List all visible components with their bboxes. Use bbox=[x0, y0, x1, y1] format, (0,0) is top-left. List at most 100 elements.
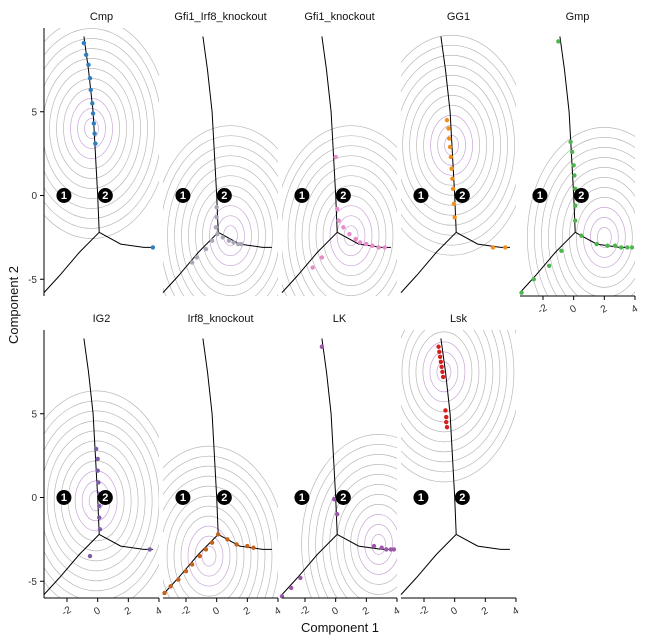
cell-point bbox=[450, 176, 455, 181]
density-contours bbox=[527, 127, 635, 296]
contour-line bbox=[322, 195, 380, 277]
x-tick-label: -2 bbox=[179, 604, 193, 618]
cell-point bbox=[443, 408, 448, 413]
contour-line bbox=[282, 135, 397, 296]
contour-line bbox=[163, 475, 266, 598]
contour-line bbox=[589, 217, 619, 258]
cell-point bbox=[571, 163, 576, 168]
contour-line bbox=[315, 185, 387, 287]
panels-layer: Cmp 1 2 Gfi1_Irf8_knockout 1 2 Gfi1_knockout 1 2… bbox=[43, 11, 635, 599]
cell-point bbox=[87, 76, 93, 81]
trajectory-branch bbox=[400, 534, 457, 595]
branch-point-marker bbox=[97, 490, 113, 505]
cell-point bbox=[619, 245, 624, 250]
panel-title: Gfi1_Irf8_knockout bbox=[174, 11, 266, 23]
cell-point bbox=[319, 255, 325, 260]
x-tick-label: -2 bbox=[417, 604, 431, 618]
contour-line bbox=[401, 34, 516, 256]
cell-point bbox=[81, 40, 87, 46]
x-tick-label: 0 bbox=[92, 605, 103, 618]
cell-point bbox=[629, 245, 635, 250]
contour-line bbox=[429, 351, 459, 393]
cell-point bbox=[444, 117, 450, 123]
contour-line bbox=[70, 98, 113, 159]
contour-line bbox=[195, 185, 266, 287]
contour-line bbox=[575, 197, 633, 278]
cell-point bbox=[279, 594, 285, 599]
x-tick-label: 2 bbox=[361, 605, 372, 618]
cell-point bbox=[605, 243, 610, 248]
cell-point bbox=[376, 245, 381, 250]
cell-point bbox=[573, 203, 578, 208]
panel-title: Lsk bbox=[450, 313, 468, 325]
facet-panel: Lsk 1 2 bbox=[400, 313, 516, 595]
cell-point bbox=[213, 225, 219, 230]
cell-point bbox=[189, 260, 195, 265]
cell-point bbox=[162, 590, 167, 596]
facet-panel: GG1 1 2 bbox=[400, 11, 516, 293]
cell-point bbox=[379, 545, 384, 550]
cell-point bbox=[347, 231, 352, 237]
contour-line bbox=[84, 118, 99, 139]
cell-point bbox=[573, 218, 578, 223]
contour-line bbox=[301, 165, 397, 296]
contour-line bbox=[437, 124, 466, 166]
cell-point bbox=[83, 52, 89, 57]
contour-line bbox=[561, 177, 635, 296]
cell-point bbox=[437, 354, 443, 359]
x-tick-label: -2 bbox=[536, 302, 550, 316]
cell-point bbox=[556, 39, 561, 44]
cell-point bbox=[382, 245, 387, 250]
cell-point bbox=[438, 359, 444, 365]
cell-point bbox=[444, 419, 449, 425]
trajectory-branch bbox=[440, 36, 457, 233]
contour-line bbox=[46, 430, 146, 572]
trajectory-branch bbox=[281, 231, 338, 293]
branch-point-label: 2 bbox=[340, 492, 346, 504]
cell-point bbox=[95, 468, 100, 473]
contour-line bbox=[163, 125, 278, 296]
contour-line bbox=[209, 205, 252, 267]
density-contours bbox=[44, 390, 159, 598]
cell-point bbox=[97, 527, 103, 532]
trajectory-branch bbox=[336, 231, 391, 248]
trajectory-branch bbox=[202, 36, 219, 233]
branch-point-marker bbox=[413, 490, 429, 505]
density-contours bbox=[301, 434, 397, 598]
cell-point bbox=[91, 121, 97, 126]
cell-point bbox=[168, 584, 173, 589]
contour-line bbox=[401, 330, 487, 433]
branch-point-label: 2 bbox=[221, 190, 227, 202]
y-tick-label: -5 bbox=[28, 577, 37, 588]
cell-point bbox=[209, 238, 215, 243]
trajectory-branch bbox=[162, 231, 219, 293]
contour-line bbox=[582, 207, 626, 268]
cell-point bbox=[440, 369, 445, 375]
cell-point bbox=[371, 543, 377, 549]
contour-line bbox=[166, 495, 252, 598]
branch-point-marker bbox=[56, 188, 72, 203]
branch-point-marker bbox=[573, 188, 589, 203]
contour-line bbox=[343, 494, 397, 595]
cell-point bbox=[353, 236, 358, 242]
contour-line bbox=[216, 215, 245, 257]
cell-point bbox=[559, 248, 564, 253]
trajectory-branch bbox=[321, 338, 338, 535]
cell-point bbox=[449, 166, 454, 171]
cell-point bbox=[448, 154, 454, 160]
contour-line bbox=[163, 135, 278, 296]
cell-point bbox=[546, 263, 552, 269]
contour-line bbox=[541, 147, 635, 296]
cell-point bbox=[209, 540, 215, 545]
cell-point bbox=[93, 141, 98, 146]
contour-line bbox=[596, 227, 612, 248]
cell-point bbox=[447, 136, 452, 141]
cell-point bbox=[95, 456, 100, 462]
contour-line bbox=[44, 390, 159, 598]
contour-line bbox=[416, 94, 487, 196]
contour-line bbox=[44, 48, 148, 209]
branch-point-marker bbox=[532, 188, 548, 203]
facet-panel: IG2 1 2 bbox=[43, 313, 159, 598]
contour-line bbox=[308, 175, 394, 296]
trajectory-branch bbox=[281, 534, 338, 595]
